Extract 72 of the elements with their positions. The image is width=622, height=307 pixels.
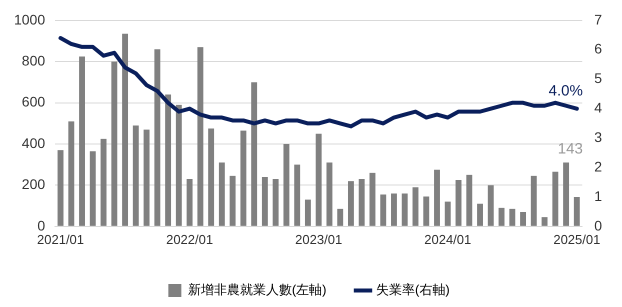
- bar: [132, 125, 139, 226]
- y2-tick-label: 0: [594, 217, 602, 234]
- legend-label: 失業率(右軸): [376, 282, 450, 298]
- y2-tick-label: 5: [594, 70, 602, 86]
- x-tick-label: 2024/01: [424, 232, 472, 247]
- bar: [456, 180, 462, 226]
- x-tick-label: 2023/01: [295, 232, 342, 247]
- bar: [337, 208, 344, 226]
- bar: [316, 134, 322, 226]
- bar: [412, 187, 418, 226]
- x-tick-label: 2021/01: [37, 232, 84, 247]
- bar: [186, 179, 193, 226]
- bar: [79, 56, 85, 226]
- y-tick-label: 0: [37, 217, 46, 234]
- bar: [197, 47, 204, 226]
- bar: [530, 176, 537, 226]
- bar: [574, 196, 580, 226]
- data-label: 4.0%: [548, 82, 583, 100]
- y-tick-label: 800: [22, 52, 46, 68]
- bar: [466, 174, 472, 226]
- bar: [423, 196, 430, 226]
- bar: [509, 208, 516, 226]
- bar: [348, 181, 354, 226]
- bar: [240, 130, 246, 226]
- bar: [304, 200, 311, 226]
- bar: [68, 121, 74, 226]
- bar: [176, 104, 182, 226]
- bar: [165, 94, 172, 226]
- bar: [542, 217, 548, 226]
- bar: [370, 172, 376, 226]
- x-tick-label: 2025/01: [553, 232, 600, 247]
- x-tick-label: 2022/01: [166, 232, 214, 247]
- bar: [326, 162, 332, 226]
- y2-tick-label: 6: [594, 40, 602, 57]
- y2-tick-label: 3: [594, 128, 602, 145]
- y-tick-label: 600: [22, 94, 46, 110]
- y-tick-label: 200: [22, 176, 46, 192]
- bar: [477, 204, 483, 226]
- bar: [144, 130, 150, 226]
- y2-tick-label: 1: [594, 188, 602, 204]
- bar: [294, 164, 300, 226]
- bar: [444, 202, 451, 226]
- bar: [251, 82, 258, 226]
- bar: [563, 162, 570, 226]
- bar: [230, 176, 236, 226]
- y-tick-label: 400: [22, 134, 46, 151]
- y2-tick-label: 7: [594, 11, 602, 28]
- y2-tick-label: 4: [594, 100, 602, 116]
- bar: [208, 128, 214, 226]
- bar: [498, 208, 504, 226]
- bar: [380, 194, 386, 226]
- y2-tick-label: 2: [594, 158, 602, 174]
- bar: [520, 212, 526, 226]
- bar: [90, 151, 96, 226]
- bar: [552, 172, 558, 226]
- bar: [358, 179, 365, 226]
- bar: [402, 193, 408, 226]
- bar: [111, 62, 118, 226]
- bar: [58, 150, 64, 226]
- bar: [218, 162, 225, 226]
- bar: [272, 179, 279, 226]
- bar: [488, 185, 494, 226]
- bar: [100, 138, 107, 226]
- y-tick-label: 1000: [14, 11, 46, 28]
- legend-label: 新增非農就業人數(左軸): [188, 282, 327, 298]
- bar: [122, 34, 128, 226]
- bar: [262, 176, 268, 226]
- bar: [283, 144, 290, 226]
- data-label: 143: [558, 140, 583, 158]
- bar: [434, 170, 440, 226]
- bar: [391, 193, 397, 226]
- bar: [154, 49, 160, 226]
